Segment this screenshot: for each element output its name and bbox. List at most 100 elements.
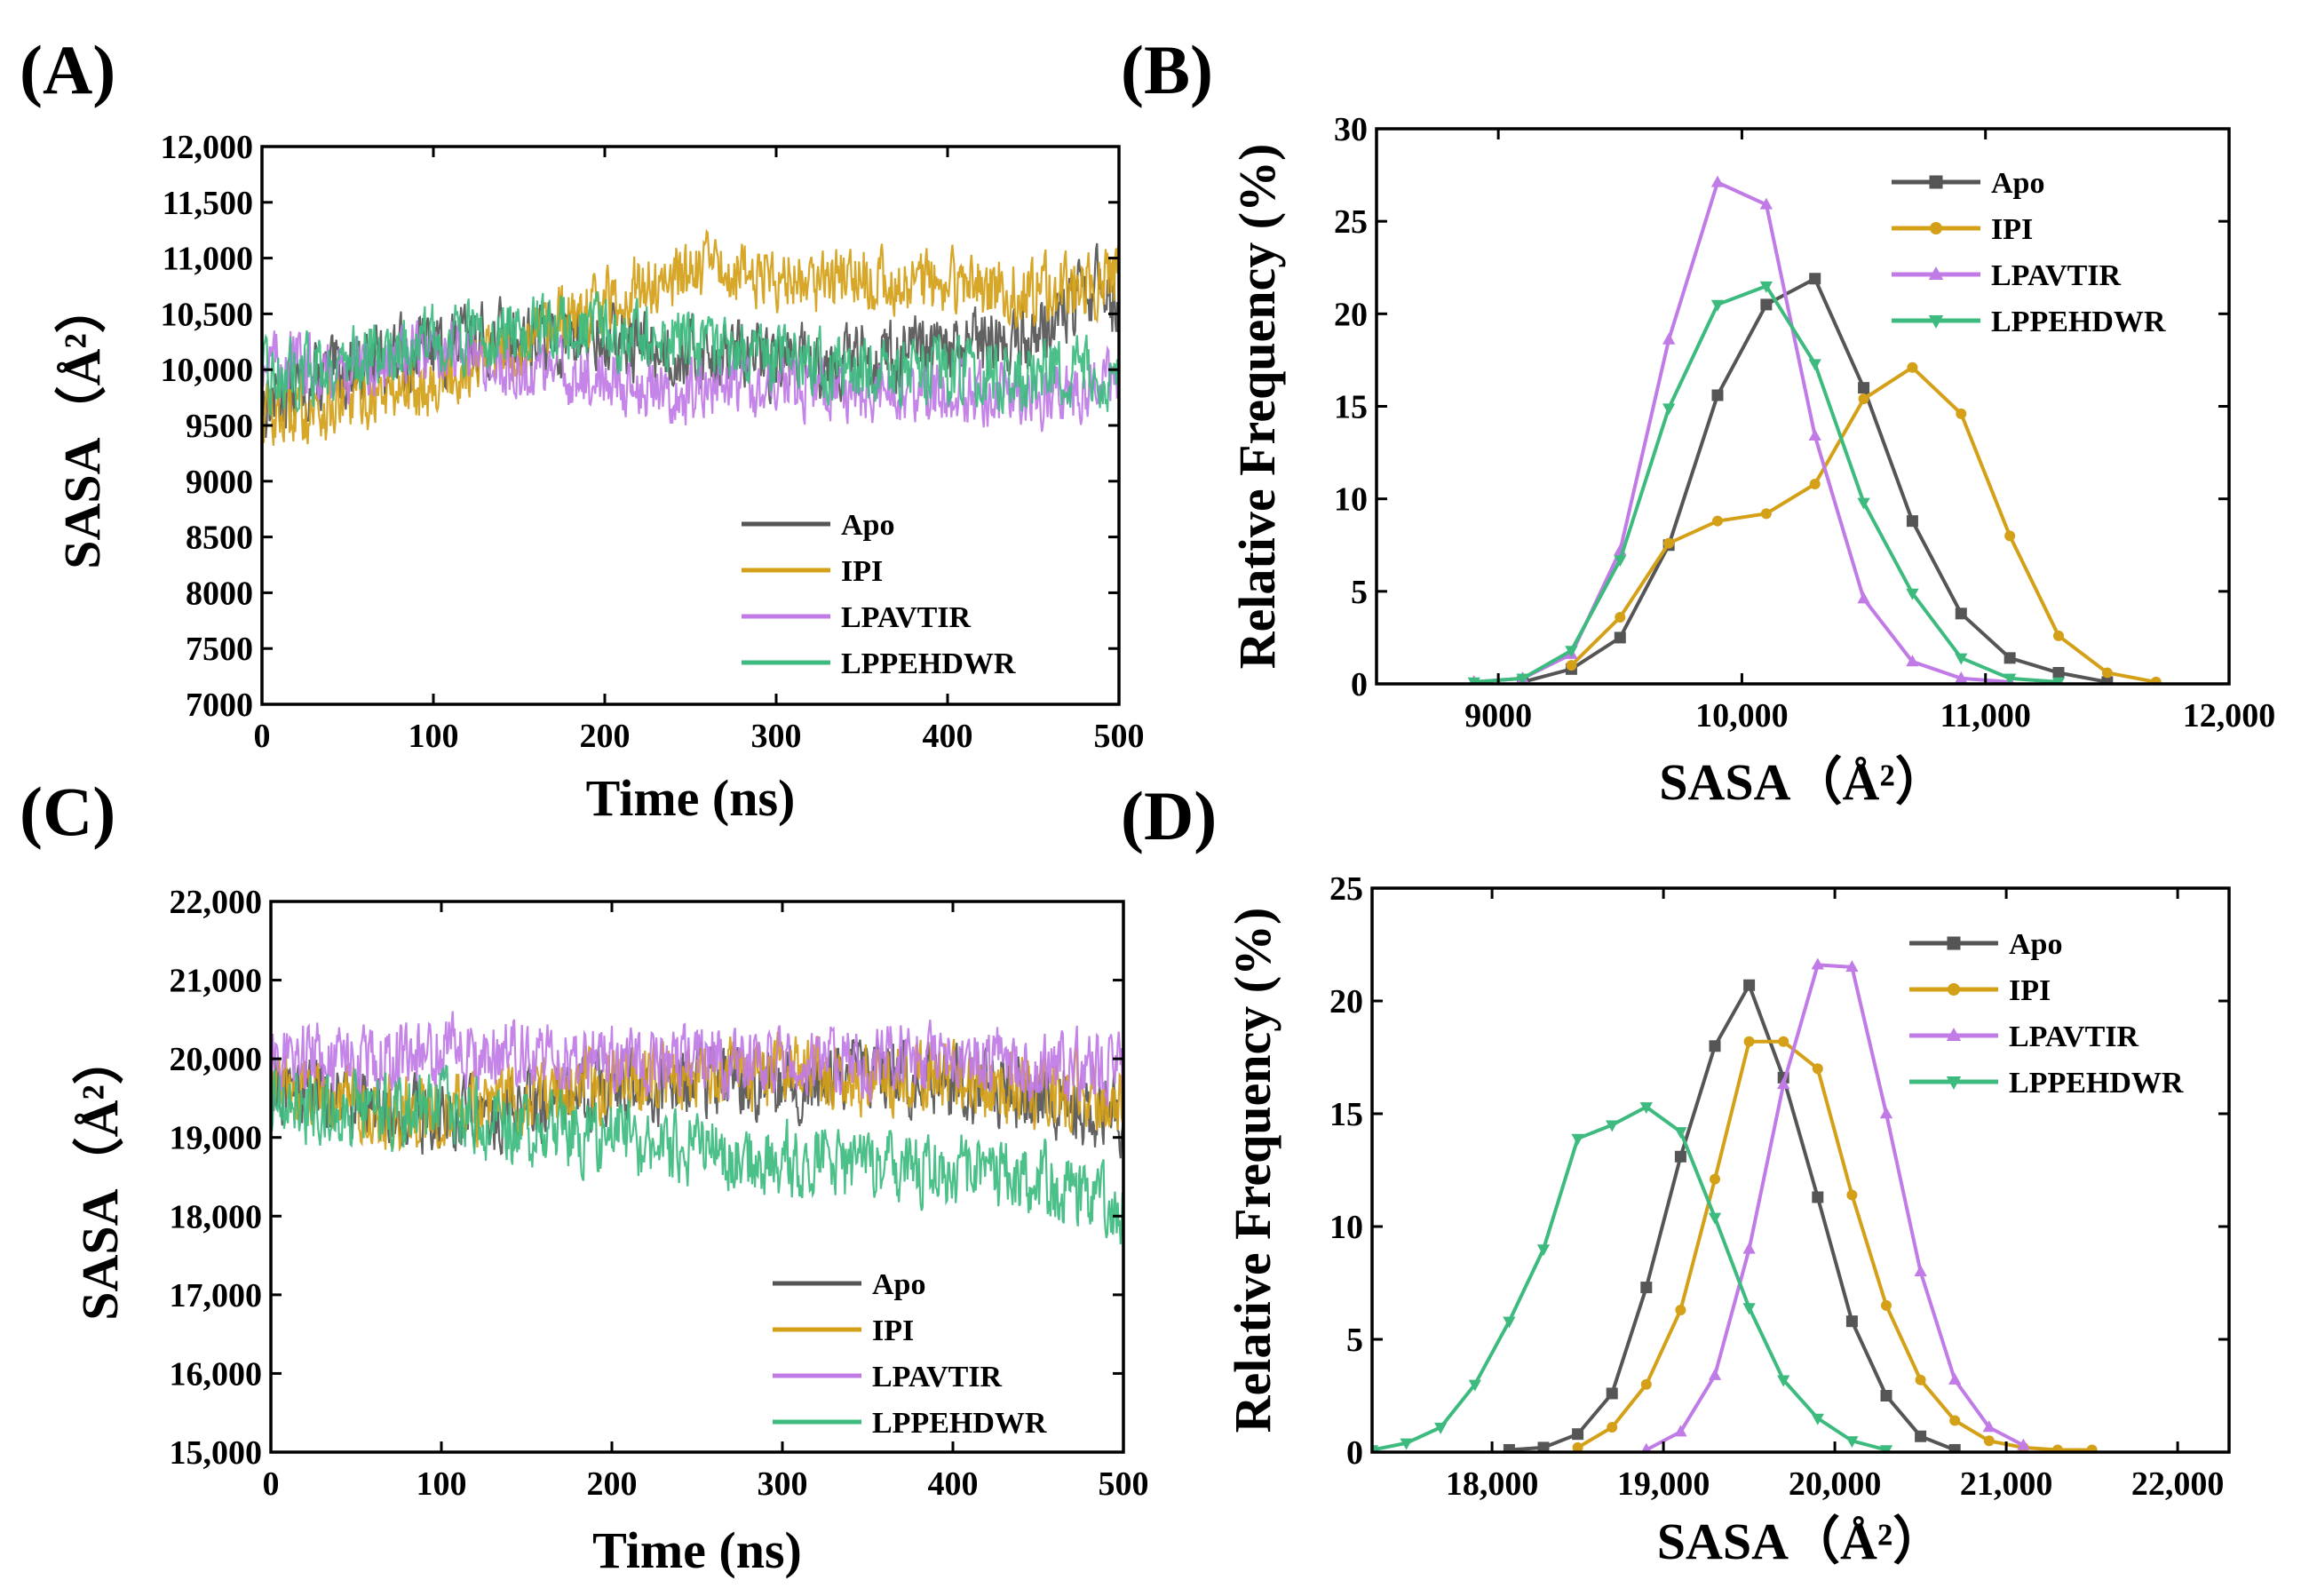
data-point-lpavtir <box>1845 960 1859 973</box>
y-tick-label: 15,000 <box>170 1434 263 1472</box>
data-point-lppehdwr <box>1516 673 1529 684</box>
axes-frame <box>1375 127 2231 686</box>
y-axis-title: SASA（Å²） <box>53 282 111 569</box>
series-line-lppehdwr <box>262 290 1119 417</box>
data-point-lppehdwr <box>1777 1375 1790 1387</box>
x-tick-label: 500 <box>1094 718 1145 755</box>
data-point-apo <box>1537 1441 1550 1452</box>
y-tick-label: 0 <box>1351 666 1368 703</box>
data-point-lpavtir <box>1710 175 1725 187</box>
y-tick-label: 11,000 <box>163 241 253 278</box>
x-tick-label: 500 <box>1099 1465 1149 1503</box>
legend-label-lpavtir: LPAVTIR <box>872 1361 1003 1394</box>
data-point-ipi <box>1640 1378 1652 1390</box>
legend-label-lpavtir: LPAVTIR <box>1991 259 2122 292</box>
y-tick-label: 8000 <box>186 575 253 612</box>
legend-label-ipi: IPI <box>2009 974 2051 1007</box>
series-line-lpavtir <box>271 1011 1123 1107</box>
data-point-ipi <box>1607 1422 1618 1433</box>
x-axis-title: SASA（Å²） <box>1657 1513 1945 1570</box>
data-point-apo <box>1640 1282 1653 1294</box>
x-tick-label: 100 <box>417 1465 467 1503</box>
legend-marker-lpavtir <box>1946 1028 1962 1041</box>
y-axis-title: Relative Frequency (%) <box>1224 908 1281 1433</box>
panel-label: (B) <box>1121 31 1213 108</box>
y-tick-label: 22,000 <box>170 884 263 921</box>
data-point-lppehdwr <box>1400 1438 1413 1450</box>
data-point-ipi <box>1907 361 1918 373</box>
plot-area <box>1372 957 2098 1452</box>
data-point-ipi <box>1846 1189 1858 1201</box>
legend: Apo IPI LPAVTIR LPPEHDWR <box>1909 928 2184 1100</box>
legend-marker-lppehdwr <box>1946 1076 1962 1090</box>
y-tick-label: 12,000 <box>161 129 254 166</box>
data-point-lppehdwr <box>1606 1120 1619 1132</box>
data-point-lppehdwr <box>1845 1436 1859 1449</box>
data-point-lpavtir <box>1914 1265 1927 1276</box>
data-point-lpavtir <box>1808 429 1821 441</box>
data-point-lpavtir <box>1641 1442 1652 1452</box>
data-point-apo <box>2004 652 2016 664</box>
x-tick-label: 10,000 <box>1695 697 1789 734</box>
series-line-lppehdwr <box>271 1064 1123 1245</box>
y-tick-label: 20 <box>1334 296 1368 333</box>
x-tick-label: 0 <box>254 718 271 755</box>
x-tick-label: 0 <box>263 1465 280 1503</box>
x-tick-label: 11,000 <box>1940 697 2031 734</box>
data-point-lppehdwr <box>1808 359 1821 371</box>
data-point-lpavtir <box>1708 1368 1722 1380</box>
data-point-apo <box>2101 676 2114 684</box>
x-axis-title: Time (ns) <box>586 769 796 827</box>
y-tick-label: 15 <box>1329 1096 1363 1133</box>
legend-label-ipi: IPI <box>841 555 883 588</box>
data-point-lppehdwr <box>1565 646 1578 658</box>
data-point-ipi <box>1710 1173 1720 1185</box>
panel-b: (B) 9000 10,000 11,000 12,000 0 5 10 15 20 25 30 SAS… <box>1121 31 2275 811</box>
data-point-lppehdwr <box>1662 403 1676 416</box>
series-line-lpavtir <box>1645 963 2025 1452</box>
y-tick-label: 0 <box>1346 1434 1363 1472</box>
data-point-ipi <box>1881 1299 1892 1311</box>
data-point-ipi <box>1712 515 1723 527</box>
plot-area <box>271 1011 1123 1245</box>
data-point-ipi <box>1949 1415 1961 1426</box>
series-line-ipi <box>262 228 1119 446</box>
data-point-lppehdwr <box>1468 1379 1481 1392</box>
x-tick-label: 12,000 <box>2183 697 2276 734</box>
data-point-ipi <box>1812 1063 1823 1075</box>
data-point-apo <box>1915 1430 1927 1442</box>
data-point-ipi <box>2053 630 2064 641</box>
y-tick-label: 30 <box>1334 111 1368 148</box>
data-point-ipi <box>1956 408 1967 419</box>
legend-label-ipi: IPI <box>1991 213 2033 246</box>
y-tick-label: 25 <box>1334 203 1368 241</box>
data-point-lpavtir <box>1857 592 1870 604</box>
y-tick-label: 21,000 <box>170 963 263 1000</box>
legend-label-lppehdwr: LPPEHDWR <box>2009 1067 2184 1100</box>
axes-frame <box>260 145 1121 706</box>
series-line-ipi <box>1576 1039 2092 1452</box>
data-point-lppehdwr <box>1674 1127 1687 1139</box>
panel-label: (A) <box>20 31 115 108</box>
legend-label-apo: Apo <box>1991 167 2044 200</box>
data-point-ipi <box>1983 1435 1995 1447</box>
data-point-lppehdwr <box>1879 1445 1893 1452</box>
series-line-lpavtir <box>1473 179 2011 684</box>
data-point-lppehdwr <box>1372 1445 1379 1452</box>
x-axis-title: Time (ns) <box>592 1521 802 1579</box>
data-point-lppehdwr <box>1571 1133 1584 1146</box>
y-tick-label: 9000 <box>186 464 253 501</box>
data-point-lpavtir <box>1948 1372 1962 1385</box>
data-point-ipi <box>1572 1441 1583 1452</box>
data-point-lppehdwr <box>1955 653 1968 665</box>
y-axis-title: Relative Frequency (%) <box>1228 144 1286 670</box>
y-tick-label: 10,000 <box>161 352 254 389</box>
y-tick-label: 15 <box>1334 389 1368 426</box>
data-point-lpavtir <box>2017 1438 2030 1450</box>
data-point-lpavtir <box>1879 1107 1893 1119</box>
data-point-lppehdwr <box>1857 497 1870 510</box>
data-point-ipi <box>2150 676 2162 684</box>
y-tick-label: 25 <box>1329 870 1363 908</box>
data-point-lppehdwr <box>1614 555 1627 568</box>
